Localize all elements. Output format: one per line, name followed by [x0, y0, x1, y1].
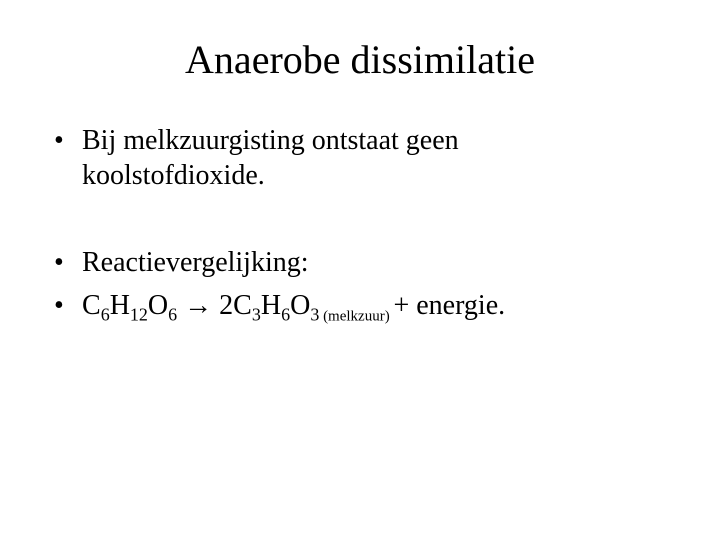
slide-title: Anaerobe dissimilatie: [54, 36, 666, 83]
formula-energie: + energie.: [393, 290, 505, 321]
formula-c: C: [82, 290, 101, 321]
formula-sub-3a: 3: [252, 305, 261, 325]
formula-sub-3b: 3: [310, 305, 319, 325]
formula-o: O: [148, 290, 168, 321]
formula-sub-12: 12: [130, 305, 148, 325]
bullet-item-2: Reactievergelijking:: [54, 245, 666, 280]
formula-h2: H: [261, 290, 281, 321]
formula-sub-6a: 6: [101, 305, 110, 325]
formula-2: 2: [219, 290, 233, 321]
bullet-item-1: Bij melkzuurgisting ontstaat geen koolst…: [54, 123, 666, 193]
bullet-1-line-1: Bij melkzuurgisting ontstaat geen: [82, 125, 459, 156]
formula-sub-6c: 6: [281, 305, 290, 325]
spacer: [54, 201, 666, 245]
formula-o2: O: [290, 290, 310, 321]
bullet-item-3: C6H12O6 → 2C3H6O3 (melkzuur) + energie.: [54, 288, 666, 323]
bullet-1-line-2: koolstofdioxide.: [82, 160, 265, 191]
slide: Anaerobe dissimilatie Bij melkzuurgistin…: [0, 0, 720, 540]
formula-h: H: [110, 290, 130, 321]
bullet-list-2: Reactievergelijking: C6H12O6 → 2C3H6O3 (…: [54, 245, 666, 323]
formula-c2: C: [233, 290, 252, 321]
formula: C6H12O6 → 2C3H6O3 (melkzuur) + energie.: [82, 290, 505, 321]
formula-melkzuur: (melkzuur): [319, 309, 393, 325]
arrow-icon: →: [177, 290, 219, 321]
slide-body: Bij melkzuurgisting ontstaat geen koolst…: [54, 123, 666, 323]
formula-sub-6b: 6: [168, 305, 177, 325]
bullet-list: Bij melkzuurgisting ontstaat geen koolst…: [54, 123, 666, 193]
bullet-2-text: Reactievergelijking:: [82, 247, 309, 278]
